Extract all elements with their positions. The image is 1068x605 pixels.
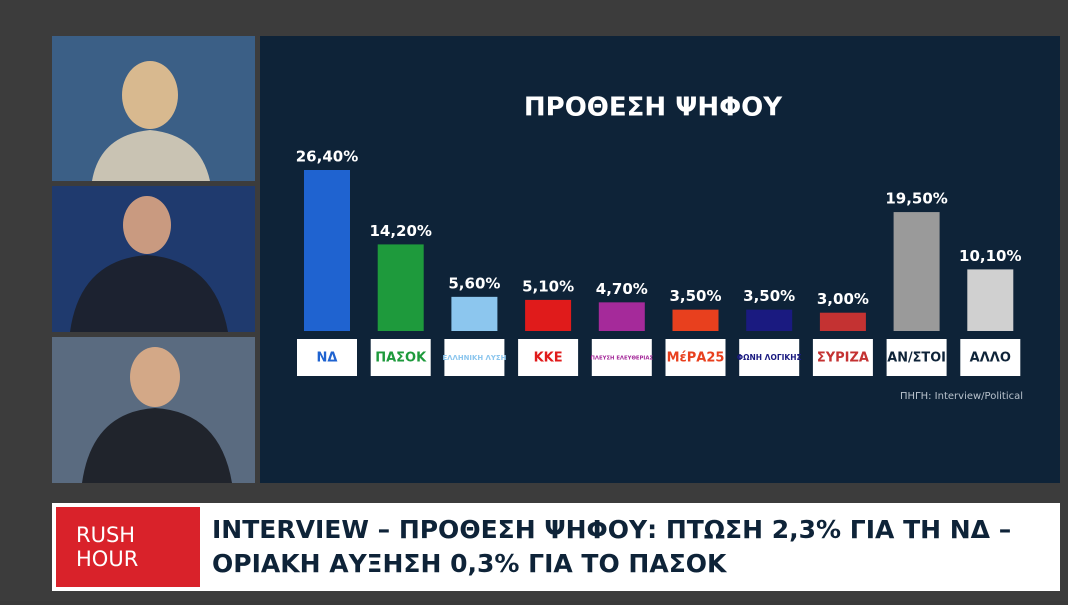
chart-title: ΠΡΟΘΕΣΗ ΨΗΦΟΥ xyxy=(524,93,783,123)
presenter xyxy=(92,130,210,181)
reporter xyxy=(130,347,180,407)
category-label: ΣΥΡΙΖΑ xyxy=(817,351,869,366)
party-logo xyxy=(739,339,800,376)
value-label: 10,10% xyxy=(959,247,1021,265)
value-label: 3,00% xyxy=(817,290,869,308)
category-label: ΝΔ xyxy=(317,351,338,366)
show-name: HOUR xyxy=(76,547,138,571)
category-label: ΠΛΕΥΣΗ ΕΛΕΥΘΕΡΙΑΣ xyxy=(591,356,654,362)
value-label: 5,60% xyxy=(448,274,500,292)
value-label: 14,20% xyxy=(369,222,431,240)
bar xyxy=(304,170,350,331)
party-logo xyxy=(960,339,1021,376)
bar xyxy=(819,312,866,331)
value-label: 4,70% xyxy=(596,280,648,298)
bar xyxy=(598,302,645,331)
category-label: ΑΛΛΟ xyxy=(970,351,1011,366)
headline: ΟΡΙΑΚΗ ΑΥΞΗΣΗ 0,3% ΓΙΑ ΤΟ ΠΑΣΟΚ xyxy=(212,549,728,578)
category-label: ΚΚΕ xyxy=(534,351,563,366)
ticker xyxy=(52,503,1060,591)
category-label: ΠΑΣΟΚ xyxy=(375,351,427,366)
guest xyxy=(70,255,228,332)
bar xyxy=(893,212,940,331)
reporter xyxy=(82,408,232,483)
party-logo xyxy=(444,339,505,376)
guest xyxy=(123,196,171,254)
value-label: 3,50% xyxy=(743,287,795,305)
party-logo xyxy=(886,339,947,376)
bar xyxy=(377,244,424,331)
value-label: 3,50% xyxy=(669,287,721,305)
value-label: 5,10% xyxy=(522,277,574,295)
bar xyxy=(672,309,719,331)
party-logo xyxy=(297,339,357,376)
bar xyxy=(451,296,498,331)
bar xyxy=(525,299,572,331)
bar xyxy=(746,309,793,331)
value-label: 26,40% xyxy=(296,148,358,166)
category-label: ΕΛΛΗΝΙΚΗ ΛΥΣΗ xyxy=(442,354,506,362)
bar xyxy=(967,269,1014,331)
party-logo xyxy=(518,339,579,376)
party-logo xyxy=(665,339,726,376)
show-name: RUSH xyxy=(76,523,135,547)
presenter xyxy=(122,61,178,129)
show-logo xyxy=(56,507,200,587)
category-label: ΑΝ/ΣΤΟΙ xyxy=(887,351,946,366)
category-label: ΜέΡΑ25 xyxy=(667,351,725,366)
party-logo xyxy=(812,339,873,376)
category-label: ΦΩΝΗ ΛΟΓΙΚΗΣ xyxy=(737,353,802,362)
party-logo xyxy=(591,339,652,376)
video-panels xyxy=(52,36,255,483)
value-label: 19,50% xyxy=(885,190,947,208)
source: ΠΗΓΗ: Interview/Political xyxy=(900,391,1023,402)
headline: INTERVIEW – ΠΡΟΘΕΣΗ ΨΗΦΟΥ: ΠΤΩΣΗ 2,3% ΓΙ… xyxy=(212,515,1011,544)
party-logo xyxy=(370,339,431,376)
